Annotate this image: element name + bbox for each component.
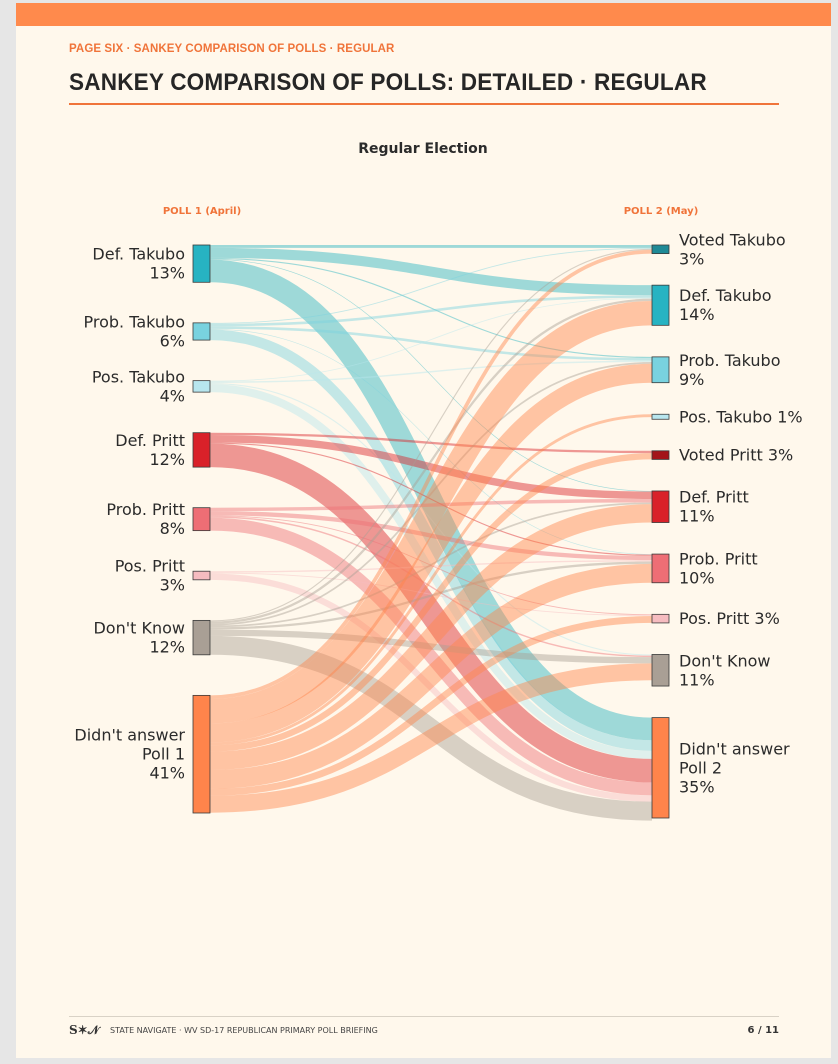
left-node-bar — [192, 244, 211, 283]
flow-link — [209, 453, 653, 752]
flow-link — [209, 504, 653, 770]
node-labels: Def. Takubo 13% Prob. Takubo 6% Pos. Takubo 4… — [74, 230, 802, 796]
right-node-label: Prob. Takubo 9% — [679, 351, 781, 389]
right-node-label: Pos. Takubo 1% — [679, 407, 803, 426]
flow-link — [209, 572, 653, 617]
flow-link — [209, 560, 653, 573]
flow-link — [209, 298, 653, 624]
right-node-bar — [651, 654, 670, 687]
left-node-bar — [192, 694, 211, 814]
flow-link — [209, 635, 653, 821]
flow-link — [209, 517, 653, 796]
flow-link — [209, 561, 653, 630]
title-underline — [69, 103, 779, 105]
chart-title: Regular Election — [358, 141, 488, 157]
left-node-bar — [192, 322, 211, 341]
page-number: 6 / 11 — [747, 1025, 780, 1036]
flow-link — [209, 499, 653, 512]
flow-link — [209, 563, 653, 789]
right-node-bar — [651, 553, 670, 584]
node-bars — [192, 244, 670, 819]
flow-link — [209, 300, 653, 724]
flow-link — [209, 247, 653, 296]
page-title: SANKEY COMPARISON OF POLLS: DETAILED · R… — [69, 69, 707, 96]
right-node-label: Voted Takubo 3% — [679, 230, 786, 268]
right-node-bar — [651, 284, 670, 326]
flow-link — [209, 511, 653, 561]
right-node-label: Def. Pritt 11% — [679, 488, 749, 526]
flow-link — [209, 663, 653, 813]
flow-link — [209, 248, 653, 622]
report-page: PAGE SIX · SANKEY COMPARISON OF POLLS · … — [16, 3, 831, 1058]
left-node-label: Didn't answer Poll 1 41% — [74, 726, 185, 783]
left-node-label: Def. Takubo 13% — [92, 245, 185, 283]
flow-link — [209, 516, 653, 658]
flow-link — [209, 442, 653, 556]
brand-logo: S✶𝒩 — [69, 1023, 100, 1037]
left-node-label: Don't Know 12% — [93, 619, 185, 657]
flow-link — [209, 360, 653, 383]
top-accent-bar — [16, 3, 831, 26]
right-node-bar — [651, 244, 670, 255]
flow-link — [209, 515, 653, 616]
flow-link — [209, 328, 653, 555]
flow-link — [209, 259, 653, 741]
flow-link — [209, 616, 653, 796]
flow-link — [209, 329, 653, 751]
left-node-label: Prob. Pritt 8% — [106, 500, 185, 538]
flow-link — [209, 382, 653, 656]
flow-link — [209, 432, 653, 454]
flow-link — [209, 247, 653, 324]
flow-link — [209, 295, 653, 327]
flow-link — [209, 259, 653, 492]
flow-link — [209, 502, 653, 628]
left-node-label: Pos. Pritt 3% — [115, 557, 185, 595]
left-node-label: Pos. Takubo 4% — [92, 367, 185, 405]
left-column-header: POLL 1 (April) — [163, 206, 241, 217]
sankey-chart: Regular Election POLL 1 (April) POLL 2 (… — [74, 141, 803, 821]
right-node-bar — [651, 356, 670, 384]
left-node-label: Prob. Takubo 6% — [84, 312, 186, 350]
right-node-bar — [651, 717, 670, 819]
flow-link — [209, 414, 653, 746]
right-node-bar — [651, 450, 670, 460]
right-node-label: Prob. Pritt 10% — [679, 549, 758, 587]
flow-link — [209, 257, 653, 359]
footer-text: STATE NAVIGATE · WV SD-17 REPUBLICAN PRI… — [110, 1026, 378, 1035]
right-node-bar — [651, 490, 670, 523]
flow-link — [209, 384, 653, 759]
left-node-bar — [192, 570, 211, 581]
flow-link — [209, 363, 653, 743]
left-node-bar — [192, 507, 211, 532]
right-node-label: Pos. Pritt 3% — [679, 609, 780, 628]
page-kicker: PAGE SIX · SANKEY COMPARISON OF POLLS · … — [69, 43, 395, 55]
flow-link — [209, 297, 653, 382]
left-node-bar — [192, 432, 211, 468]
left-node-bar — [192, 380, 211, 393]
right-node-bar — [651, 613, 670, 624]
right-node-label: Def. Takubo 14% — [679, 286, 772, 324]
flow-link — [209, 249, 653, 700]
right-column-header: POLL 2 (May) — [624, 206, 699, 217]
flow-link — [209, 443, 653, 783]
right-node-label: Voted Pritt 3% — [679, 446, 793, 465]
left-node-label: Def. Pritt 12% — [115, 431, 185, 469]
flow-link — [209, 362, 653, 626]
right-node-bar — [651, 413, 670, 420]
flow-links — [209, 244, 653, 821]
flow-link — [209, 573, 653, 802]
footer-rule — [69, 1016, 779, 1017]
left-node-bar — [192, 619, 211, 656]
right-node-label: Don't Know 11% — [679, 651, 771, 689]
flow-link — [209, 629, 653, 664]
right-node-label: Didn't answer Poll 2 35% — [679, 739, 790, 796]
flow-link — [209, 434, 653, 500]
flow-link — [209, 326, 653, 361]
